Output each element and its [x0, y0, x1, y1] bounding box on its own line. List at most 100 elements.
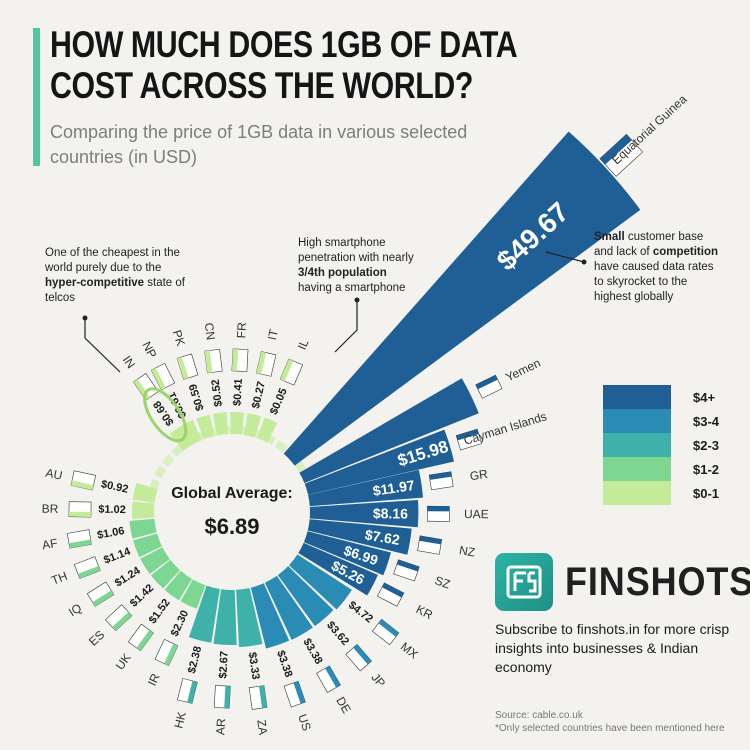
legend-swatch — [603, 433, 671, 457]
israel-leader-line — [334, 300, 358, 353]
value-label: $0.52 — [210, 379, 225, 408]
value-label: $1.14 — [102, 545, 133, 566]
title-accent-bar — [33, 28, 40, 166]
flag-stripe — [396, 559, 420, 572]
flag-stripe — [151, 367, 166, 390]
bar-ir — [180, 579, 206, 609]
value-label: $2.67 — [217, 651, 230, 679]
flag-stripe — [427, 506, 450, 512]
country-label: TH — [49, 569, 69, 588]
india-leader-line — [84, 318, 121, 373]
legend-item: $0-1 — [603, 481, 719, 505]
bar-br — [132, 501, 155, 519]
flag-stripe — [599, 134, 632, 165]
bar-nz — [307, 519, 412, 555]
title-line-1: HOW MUCH DOES 1GB OF DATA — [50, 24, 518, 65]
bar-ar — [213, 589, 237, 646]
bar-fr — [230, 412, 245, 435]
flag-stripe — [71, 480, 94, 491]
india-annotation: One of the cheapest in the world purely … — [45, 247, 185, 304]
legend-swatch — [603, 409, 671, 433]
flag-stripe — [475, 375, 498, 390]
brand-block: FINSHOTS — [495, 553, 750, 611]
country-label: IN — [120, 353, 138, 371]
country-label: ZA — [254, 719, 270, 736]
flag-stripe — [293, 681, 306, 704]
country-label: KR — [414, 602, 436, 622]
flag-stripe — [112, 612, 132, 631]
country-label: IR — [145, 671, 163, 688]
flag-stripe — [456, 429, 479, 441]
page-title: HOW MUCH DOES 1GB OF DATA COST ACROSS TH… — [50, 24, 518, 106]
center-value: $6.89 — [204, 514, 259, 539]
value-label: $3.38 — [274, 649, 294, 679]
bar-uae — [309, 499, 419, 528]
israel-annotation: High smartphone penetration with nearly … — [298, 237, 414, 294]
leader-dot — [82, 315, 88, 321]
country-label: Cayman Islands — [462, 409, 548, 448]
country-label: GR — [469, 467, 489, 484]
flag-stripe — [378, 619, 399, 637]
value-label: $11.97 — [372, 477, 416, 499]
flag-stripe — [224, 685, 231, 709]
country-label: NP — [139, 339, 159, 360]
value-label: $1.02 — [98, 504, 126, 516]
bar-cn — [212, 412, 228, 436]
value-label: $1.52 — [147, 597, 173, 626]
bar-sz — [303, 531, 391, 576]
center-label: Global Average: — [171, 485, 293, 502]
bar-za — [236, 588, 263, 648]
bar-il — [257, 417, 278, 443]
finshots-logo-icon — [495, 553, 553, 611]
country-label: AU — [44, 466, 63, 483]
legend-swatch — [603, 481, 671, 505]
eg-leader-line — [545, 251, 585, 263]
flag-stripe — [280, 359, 294, 382]
legend-item: $2-3 — [603, 433, 719, 457]
country-label: Equatorial Guinea — [609, 92, 690, 167]
flag-stripe — [68, 511, 91, 518]
flag-stripe — [177, 356, 189, 380]
title-line-2: COST ACROSS THE WORLD? — [50, 65, 474, 106]
bar-iq — [140, 547, 170, 574]
country-label: NZ — [458, 543, 476, 559]
bar-th — [132, 533, 162, 558]
footnote: *Only selected countries have been menti… — [495, 723, 725, 734]
country-label: MX — [398, 639, 421, 661]
price-legend: $4+ $3-4 $2-3 $1-2 $0-1 — [603, 385, 719, 505]
value-label: $1.42 — [128, 582, 156, 610]
flag-stripe — [92, 590, 114, 607]
flag-stripe — [164, 643, 178, 666]
bar-es — [150, 560, 180, 589]
country-label: Yemen — [503, 356, 542, 385]
value-label: $3.62 — [324, 619, 351, 648]
legend-item: $4+ — [603, 385, 719, 409]
legend-item: $1-2 — [603, 457, 719, 481]
value-label: $8.16 — [373, 505, 408, 521]
flag-stripe — [325, 665, 341, 688]
flag-stripe — [136, 629, 154, 651]
value-label: $2.38 — [186, 645, 204, 675]
subscribe-cta: Subscribe to finshots.in for more crisp … — [495, 621, 730, 675]
legend-swatch — [603, 457, 671, 481]
country-label: SZ — [433, 573, 452, 591]
country-label: US — [295, 712, 314, 732]
country-label: FR — [234, 322, 249, 339]
value-label: $0.05 — [268, 387, 290, 417]
india-highlight-ring — [143, 387, 188, 443]
brand-name: FINSHOTS — [565, 559, 750, 604]
value-label: $0.41 — [232, 378, 245, 406]
value-label: $0.59 — [187, 382, 207, 412]
country-label: UK — [113, 651, 134, 673]
bar-kr — [298, 542, 378, 596]
bar-pk — [196, 414, 215, 440]
flag-stripe — [353, 644, 372, 665]
bar-af — [129, 518, 157, 539]
page-subtitle: Comparing the price of 1GB data in vario… — [50, 122, 468, 167]
bar-de — [264, 575, 313, 640]
bar-mx — [289, 554, 352, 610]
bar-cayman-islands — [304, 429, 455, 495]
country-label: JP — [368, 670, 388, 690]
source-note: Source: cable.co.uk — [495, 710, 583, 721]
